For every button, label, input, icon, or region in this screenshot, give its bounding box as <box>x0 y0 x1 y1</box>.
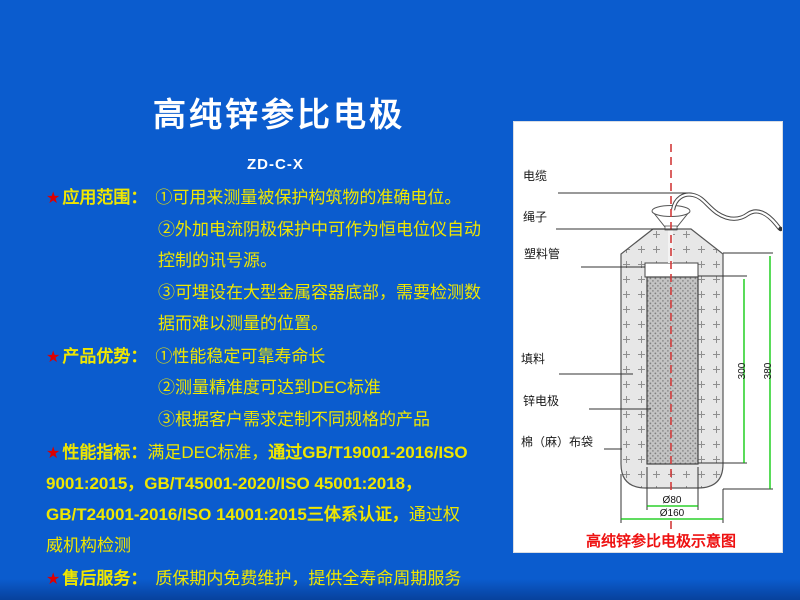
section-header: 产品优势： <box>62 347 148 366</box>
dim-outer-height: 380 <box>763 362 774 379</box>
advantage-item-1: ①性能稳定可靠寿命长 <box>155 347 326 366</box>
specs-text-bold: GB/T24001-2016/ISO 14001:2015三体系认证， <box>46 505 409 524</box>
section-header: 售后服务： <box>62 569 148 588</box>
service-header-line: ★ 售后服务： 质保期内免费维护，提供全寿命周期服务 <box>46 569 461 590</box>
label-plastic-tube: 塑料管 <box>524 246 560 261</box>
label-cable: 电缆 <box>523 169 547 183</box>
label-cloth-bag: 棉（麻）布袋 <box>521 434 593 449</box>
star-icon: ★ <box>46 349 61 366</box>
application-item-1: ①可用来测量被保护构筑物的准确电位。 <box>155 188 462 207</box>
dim-inner-height: 300 <box>737 362 748 379</box>
service-item-1: 质保期内免费维护，提供全寿命周期服务 <box>155 569 462 588</box>
label-filler: 填料 <box>521 352 545 366</box>
dimension-lines <box>621 256 771 520</box>
electrode-diagram: 300 380 Ø80 Ø160 电缆 绳子 塑料管 填料 锌电极 棉（麻）布袋… <box>521 144 783 550</box>
diagram-panel: 300 380 Ø80 Ø160 电缆 绳子 塑料管 填料 锌电极 棉（麻）布袋… <box>513 121 783 553</box>
application-item-3b: 据而难以测量的位置。 <box>158 314 328 333</box>
product-model: ZD-C-X <box>247 156 304 173</box>
zinc-electrode-core <box>646 276 699 465</box>
application-item-2b: 控制的讯号源。 <box>158 251 277 270</box>
advantage-item-2: ②测量精准度可达到DEC标准 <box>158 378 381 397</box>
label-zinc-electrode: 锌电极 <box>523 394 559 408</box>
star-icon: ★ <box>46 571 61 588</box>
slide-title: 高纯锌参比电极 <box>153 96 405 133</box>
leader-lines <box>556 192 688 450</box>
application-item-3: ③可埋设在大型金属容器底部，需要检测数 <box>158 283 481 302</box>
cable-tip <box>778 226 783 232</box>
advantages-header-line: ★ 产品优势： ①性能稳定可靠寿命长 <box>46 347 325 368</box>
section-header: 应用范围： <box>62 188 148 207</box>
part-labels: 电缆 绳子 塑料管 填料 锌电极 棉（麻）布袋 <box>521 169 593 449</box>
diagram-caption: 高纯锌参比电极示意图 <box>586 532 736 550</box>
dim-inner-diameter: Ø80 <box>663 495 682 506</box>
application-header-line: ★ 应用范围： ①可用来测量被保护构筑物的准确电位。 <box>46 188 461 209</box>
star-icon: ★ <box>46 445 61 462</box>
specs-text-normal: 通过权 <box>408 505 460 524</box>
label-rope: 绳子 <box>523 210 547 224</box>
star-icon: ★ <box>46 190 61 207</box>
dim-outer-diameter: Ø160 <box>660 508 685 519</box>
specs-text-bold: 通过GB/T19001-2016/ISO <box>268 443 468 462</box>
application-item-2: ②外加电流阴极保护中可作为恒电位仪自动 <box>158 220 481 239</box>
advantage-item-3: ③根据客户需求定制不同规格的产品 <box>158 410 430 429</box>
specs-text-normal: 满足DEC标准， <box>147 443 269 462</box>
specs-certs-line3: GB/T24001-2016/ISO 14001:2015三体系认证，通过权 <box>46 505 460 525</box>
specs-tail-line: 威机构检测 <box>46 536 131 555</box>
section-header: 性能指标： <box>62 443 148 462</box>
cable-curve-core <box>671 193 781 230</box>
specs-certs-line2: 9001:2015，GB/T45001-2020/ISO 45001:2018， <box>46 474 423 493</box>
extension-lines <box>620 252 773 523</box>
wire-channel <box>668 230 673 263</box>
specs-header-line: ★ 性能指标：满足DEC标准，通过GB/T19001-2016/ISO <box>46 443 468 464</box>
